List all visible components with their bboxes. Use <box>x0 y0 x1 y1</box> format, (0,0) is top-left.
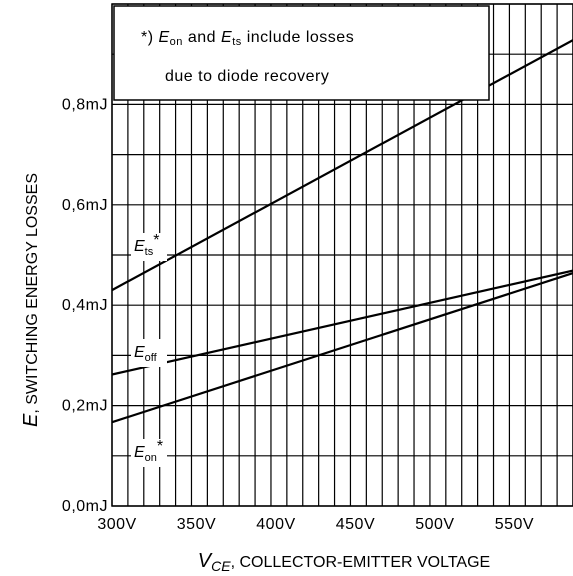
x-tick-label: 500V <box>415 516 454 533</box>
annotation-box-frame <box>113 5 490 101</box>
y-axis-title-var: E <box>20 413 42 427</box>
series-line-on <box>111 272 573 424</box>
series-label-on: Eon* <box>134 438 163 464</box>
x-tick-label: 400V <box>256 516 295 533</box>
y-tick-label: 0,6mJ <box>62 197 108 214</box>
x-tick-labels: 300V 350V 400V 450V 500V 550V <box>97 516 534 533</box>
annotation-rest: include losses <box>242 29 354 46</box>
annotation-box: *) Eon and Ets include losses due to dio… <box>113 5 490 101</box>
x-tick-label: 450V <box>336 516 375 533</box>
x-tick-label: 350V <box>177 516 216 533</box>
y-tick-label: 0,0mJ <box>62 498 108 515</box>
series-label-bg <box>131 439 167 467</box>
plot-area-border <box>111 3 573 507</box>
x-axis-title-rest: , COLLECTOR-EMITTER VOLTAGE <box>231 554 491 571</box>
x-axis-title-var: V <box>198 550 213 572</box>
x-axis-title: VCE, COLLECTOR-EMITTER VOLTAGE <box>198 550 490 574</box>
x-axis-title-sub: CE <box>211 558 231 574</box>
y-axis-title: E, SWITCHING ENERGY LOSSES <box>20 173 42 427</box>
series-label-off: Eoff <box>134 344 158 364</box>
y-tick-label: 0,4mJ <box>62 297 108 314</box>
annotation-var-ets: E <box>221 29 232 46</box>
annotation-sub-ts: ts <box>232 36 242 48</box>
annotation-line-1: *) Eon and Ets include losses <box>141 29 354 48</box>
annotation-prefix: *) <box>141 29 159 46</box>
annotation-sub-on: on <box>170 36 183 48</box>
x-tick-label: 550V <box>495 516 534 533</box>
y-tick-labels: 0,0mJ 0,2mJ 0,4mJ 0,6mJ 0,8mJ <box>62 96 108 515</box>
annotation-mid: and <box>183 29 221 46</box>
series-label-bg <box>131 233 167 261</box>
annotation-var-eon: E <box>159 29 170 46</box>
y-tick-label: 0,2mJ <box>62 398 108 415</box>
series-label-ts: Ets* <box>134 232 159 258</box>
y-tick-label: 0,8mJ <box>62 96 108 113</box>
x-tick-label: 300V <box>97 516 136 533</box>
series-labels: Ets* Eoff Eon* <box>131 232 167 467</box>
series-line-off <box>111 269 573 376</box>
y-axis-title-rest: , SWITCHING ENERGY LOSSES <box>24 173 41 414</box>
series-label-bg <box>131 339 167 367</box>
annotation-line-2: due to diode recovery <box>165 68 329 85</box>
series-lines <box>111 39 573 424</box>
series-line-ts <box>111 39 573 292</box>
